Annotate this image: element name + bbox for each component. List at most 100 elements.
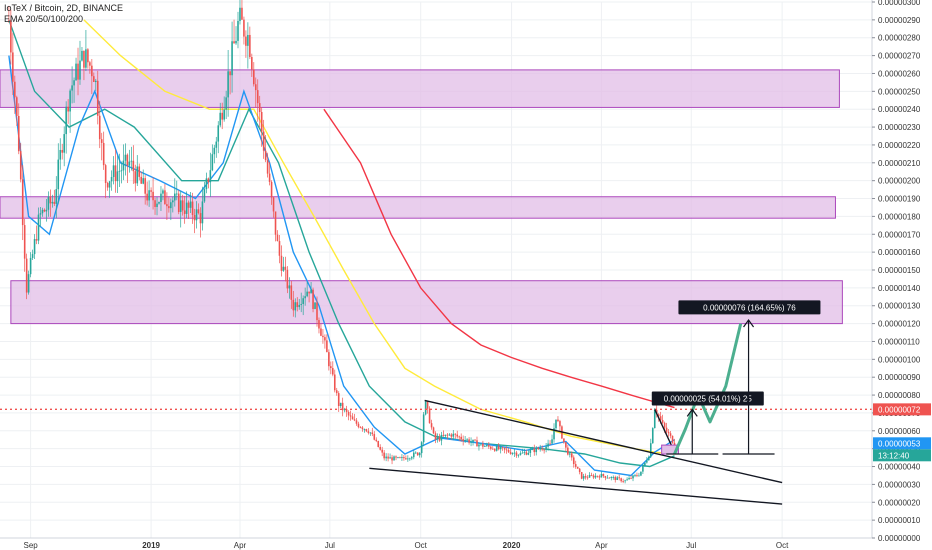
price-candle xyxy=(296,297,299,312)
candle-body xyxy=(104,165,107,183)
price-candle xyxy=(120,161,123,184)
price-candle xyxy=(355,418,358,426)
candle-body xyxy=(322,335,324,338)
price-candle xyxy=(622,478,624,484)
candle-body xyxy=(539,448,541,450)
candle-body xyxy=(278,241,281,256)
price-candle xyxy=(547,439,549,451)
price-candle xyxy=(339,402,342,409)
countdown-tag-bg xyxy=(873,449,931,462)
price-candle xyxy=(649,438,652,459)
price-candle xyxy=(148,180,150,207)
candle-body xyxy=(438,437,441,441)
candle-body xyxy=(580,471,583,479)
y-tick-label: 0.00000220 xyxy=(878,141,921,150)
candle-body xyxy=(590,474,593,476)
hline-price-tag-bg xyxy=(873,403,931,416)
price-candle xyxy=(661,414,664,425)
candle-body xyxy=(43,209,46,212)
price-candle xyxy=(359,426,362,429)
candle-body xyxy=(71,85,73,91)
price-candle xyxy=(569,452,571,458)
price-candle xyxy=(553,423,555,443)
price-candle xyxy=(14,75,16,114)
measurement-label-box xyxy=(651,391,764,406)
candle-body xyxy=(314,302,316,309)
price-candle xyxy=(136,155,139,186)
y-tick-label: 0.00000180 xyxy=(878,212,921,221)
candle-body xyxy=(669,433,672,436)
candle-body xyxy=(412,452,415,458)
y-tick-label: 0.00000030 xyxy=(878,480,921,489)
candle-body xyxy=(491,448,494,450)
price-candle xyxy=(541,445,543,452)
price-candle xyxy=(632,474,634,482)
price-candle xyxy=(328,349,330,371)
candle-body xyxy=(389,457,391,459)
candle-body xyxy=(345,409,348,413)
candle-body xyxy=(588,474,591,478)
candle-body xyxy=(266,160,269,174)
price-candle xyxy=(300,292,303,313)
candle-body xyxy=(365,429,368,432)
price-candle xyxy=(444,434,447,438)
price-candle xyxy=(166,192,168,220)
price-candle xyxy=(582,473,585,481)
candle-body xyxy=(219,112,222,126)
candle-body xyxy=(328,352,330,367)
measurement-arrowhead xyxy=(686,408,698,417)
price-candle xyxy=(75,57,77,81)
candle-body xyxy=(339,402,342,407)
price-candle xyxy=(302,295,304,316)
candle-body xyxy=(237,20,239,41)
candle-body xyxy=(626,479,628,481)
price-candle xyxy=(600,471,603,478)
candle-body xyxy=(98,115,101,140)
candle-body xyxy=(203,189,206,202)
candle-body xyxy=(653,409,656,429)
y-tick-label: 0.00000120 xyxy=(878,320,921,329)
price-candle xyxy=(294,298,297,318)
price-candle xyxy=(191,192,194,224)
price-candle xyxy=(318,317,320,334)
candle-body xyxy=(341,402,344,411)
price-candle xyxy=(501,446,504,451)
candle-body xyxy=(47,196,50,210)
price-candle xyxy=(628,475,630,480)
candle-body xyxy=(258,103,261,112)
candle-body xyxy=(509,452,512,454)
y-tick-label: 0.00000240 xyxy=(878,105,921,114)
candle-body xyxy=(644,462,646,466)
candle-body xyxy=(191,201,194,216)
price-candle xyxy=(37,207,40,245)
current-price-tag: 0.00000053 xyxy=(878,439,921,448)
candle-body xyxy=(361,427,364,430)
candle-body xyxy=(296,302,299,308)
price-candle xyxy=(509,448,512,455)
price-candle xyxy=(578,467,581,475)
candle-body xyxy=(377,440,380,447)
candle-body xyxy=(565,442,567,448)
y-tick-label: 0.00000300 xyxy=(878,0,921,7)
y-tick-label: 0.00000270 xyxy=(878,52,921,61)
candle-body xyxy=(247,34,249,46)
candle-body xyxy=(132,160,135,172)
price-candle xyxy=(138,163,141,181)
price-candle xyxy=(375,437,378,443)
candle-body xyxy=(142,178,144,184)
price-candle xyxy=(644,462,646,467)
price-candle xyxy=(369,432,372,436)
candle-body xyxy=(642,465,644,472)
price-candle xyxy=(247,22,249,69)
price-candle xyxy=(308,291,310,303)
price-candle xyxy=(513,448,516,457)
candle-body xyxy=(177,193,180,213)
y-tick-label: 0.00000250 xyxy=(878,87,921,96)
price-candle xyxy=(387,453,389,462)
price-candle xyxy=(290,281,293,309)
candle-body xyxy=(458,436,461,438)
price-candle xyxy=(31,249,34,261)
candle-body xyxy=(418,453,421,456)
